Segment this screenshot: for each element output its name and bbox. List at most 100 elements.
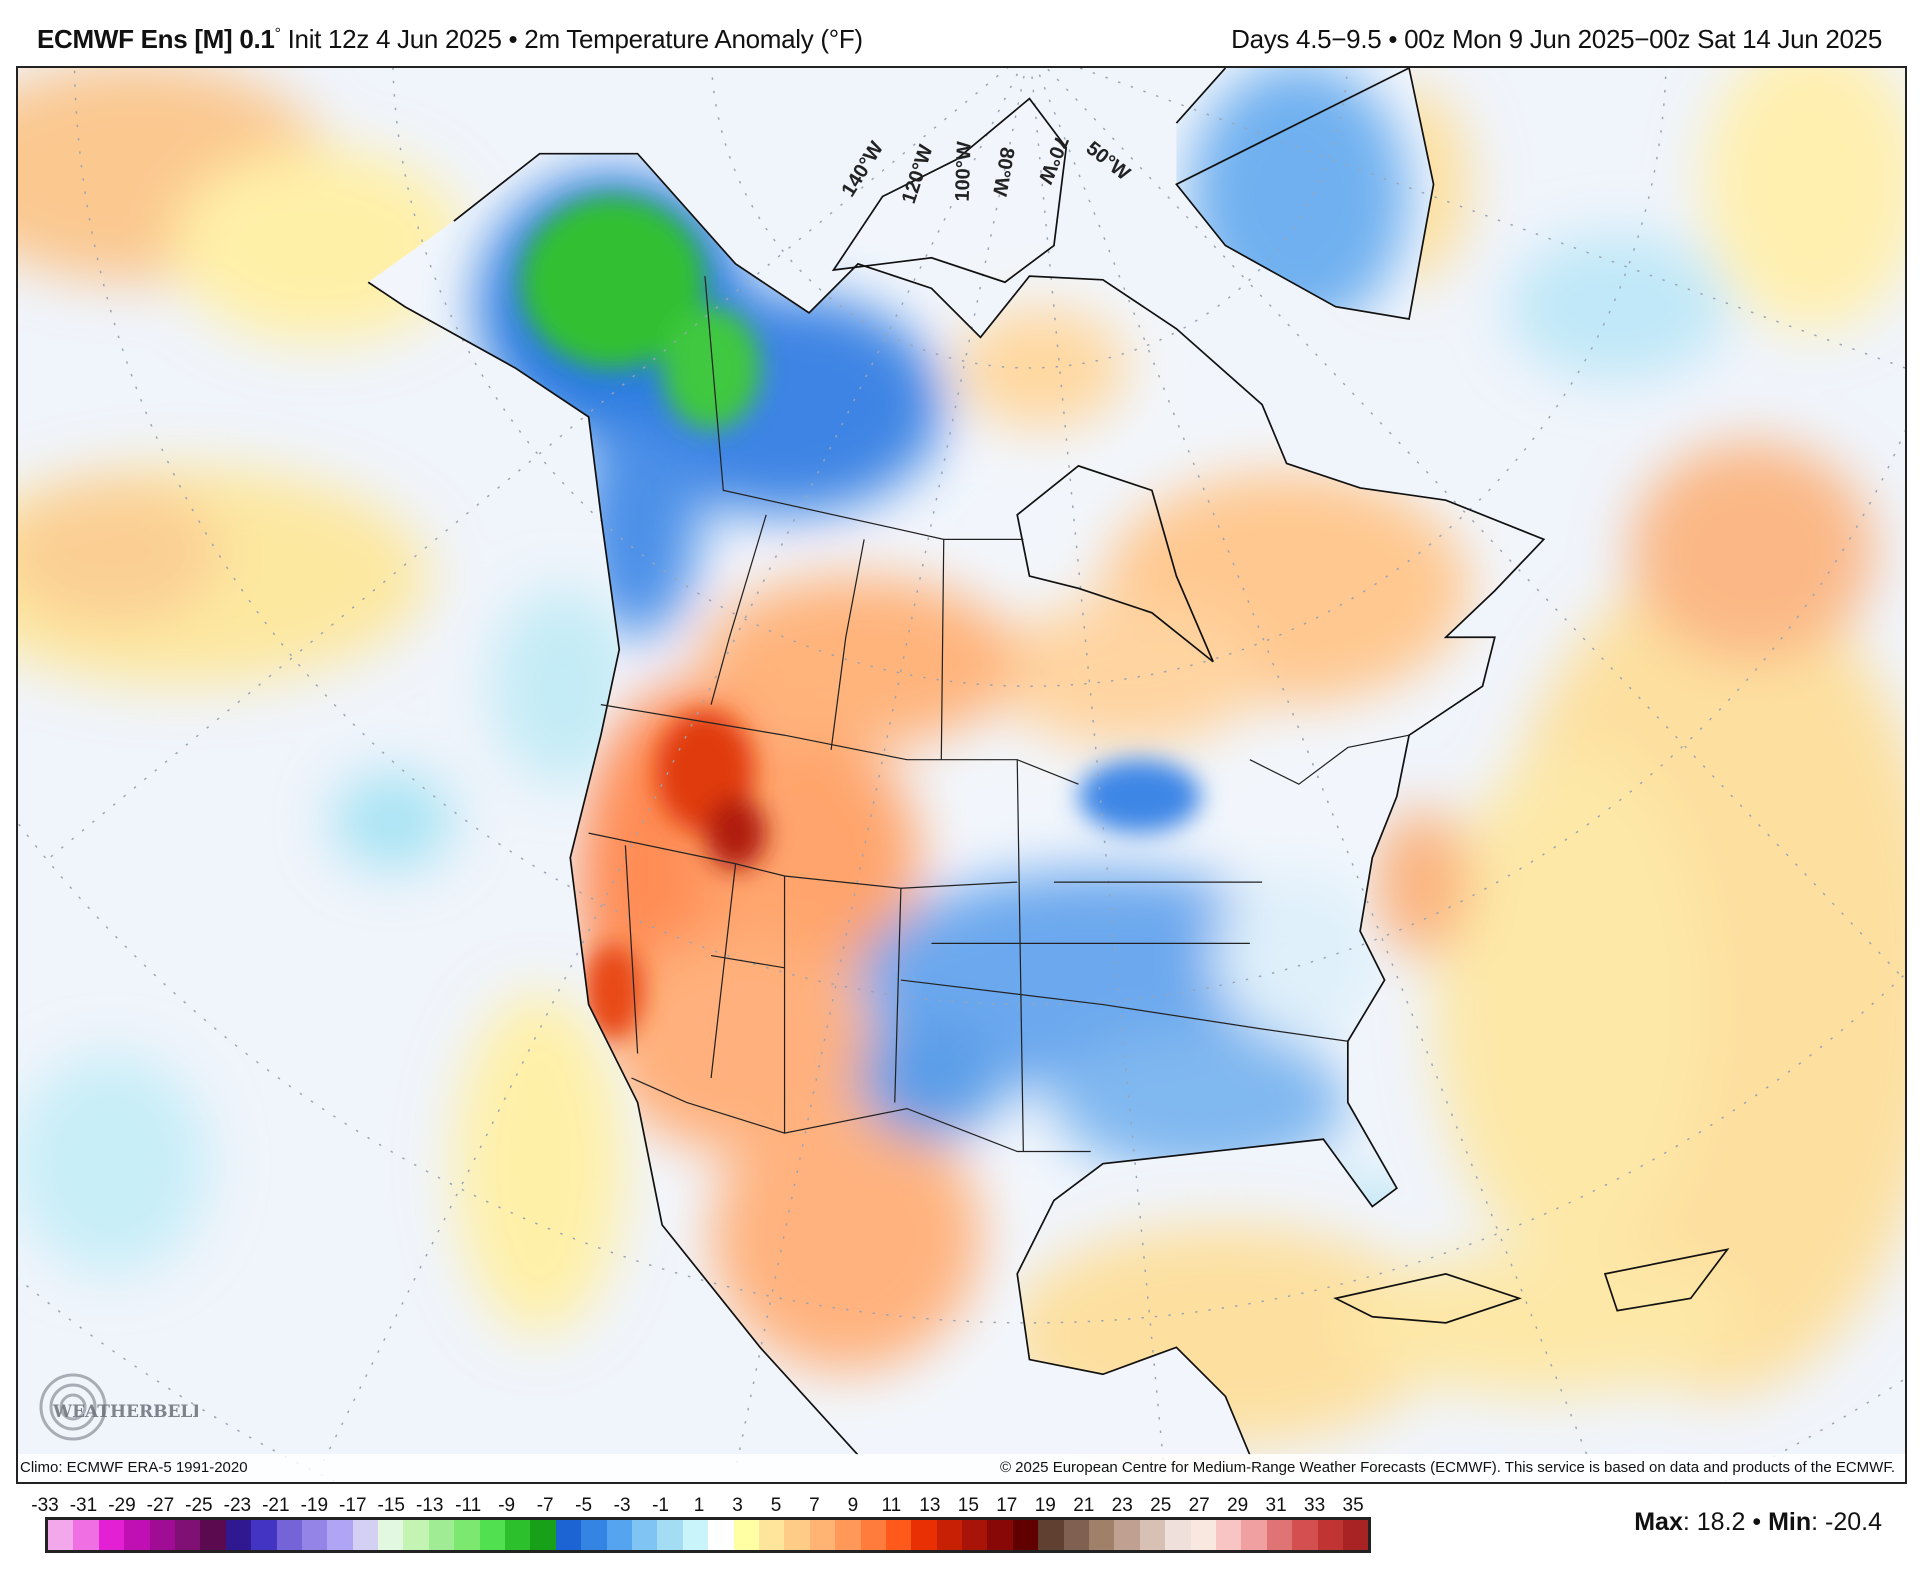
colorbar-tick-label: -7: [536, 1495, 554, 1516]
map-canvas: [18, 68, 1905, 1482]
colorbar-tick-label: -31: [69, 1495, 98, 1516]
colorbar-swatch: [1063, 1520, 1090, 1550]
colorbar-swatch: [936, 1520, 963, 1550]
colorbar-swatch: [48, 1520, 74, 1550]
swirl-icon: WEATHERBELL: [39, 1373, 198, 1441]
colorbar-swatch: [1215, 1520, 1242, 1550]
max-label: Max: [1634, 1508, 1683, 1536]
colorbar-swatch: [1241, 1520, 1267, 1550]
colorbar-tick-label: -1: [652, 1495, 670, 1516]
colorbar: [45, 1517, 1371, 1553]
colorbar-tick-label: 11: [881, 1495, 902, 1516]
colorbar-swatch: [1342, 1520, 1369, 1550]
colorbar-swatch: [1038, 1520, 1064, 1550]
colorbar-tick-label: -19: [300, 1495, 329, 1516]
min-label: Min: [1768, 1508, 1812, 1536]
valid-period: Days 4.5−9.5 • 00z Mon 9 Jun 2025−00z Sa…: [1231, 24, 1882, 54]
colorbar-swatch: [174, 1520, 201, 1550]
colorbar-tick-label: 25: [1150, 1495, 1172, 1516]
colorbar-swatch: [251, 1520, 277, 1550]
colorbar-tick-label: -5: [575, 1495, 593, 1516]
colorbar-swatch: [809, 1520, 836, 1550]
colorbar-tick-label: 31: [1265, 1495, 1287, 1516]
colorbar-swatch: [885, 1520, 912, 1550]
colorbar-swatch: [327, 1520, 353, 1550]
colorbar-tick-label: 33: [1304, 1495, 1326, 1516]
weatherbell-logo: WEATHERBELL: [28, 1362, 198, 1442]
colorbar-swatch: [225, 1520, 252, 1550]
colorbar-swatch: [911, 1520, 937, 1550]
climatology-note: Climo: ECMWF ERA-5 1991-2020: [20, 1459, 248, 1476]
min-value: : -20.4: [1811, 1508, 1882, 1536]
colorbar-tick-label: 17: [996, 1495, 1018, 1516]
colorbar-swatch: [1089, 1520, 1115, 1550]
colorbar-swatch: [98, 1520, 125, 1550]
colorbar-swatch: [708, 1520, 734, 1550]
colorbar-tick-label: 35: [1342, 1495, 1364, 1516]
political-borders: [588, 276, 1410, 1153]
colorbar-tick-label: -33: [31, 1495, 59, 1516]
colorbar-tick-label: -23: [223, 1495, 252, 1516]
colorbar-swatch: [1114, 1520, 1140, 1550]
colorbar-swatch: [962, 1520, 988, 1550]
colorbar-swatch: [479, 1520, 506, 1550]
colorbar-tick-label: 29: [1227, 1495, 1249, 1516]
colorbar-swatch: [1266, 1520, 1293, 1550]
init-and-variable: Init 12z 4 Jun 2025 • 2m Temperature Ano…: [280, 24, 863, 54]
degree-symbol: °: [274, 25, 281, 43]
colorbar-tick-label: 21: [1073, 1495, 1095, 1516]
colorbar-swatch: [403, 1520, 429, 1550]
map-footer: Climo: ECMWF ERA-5 1991-2020 © 2025 Euro…: [18, 1454, 1905, 1482]
colorbar-swatch: [555, 1520, 582, 1550]
colorbar-swatch: [428, 1520, 455, 1550]
colorbar-swatch: [682, 1520, 709, 1550]
colorbar-tick-label: -3: [613, 1495, 631, 1516]
model-name: ECMWF Ens [M] 0.1: [37, 24, 275, 54]
colorbar-swatch: [860, 1520, 886, 1550]
max-min-stats: Max: 18.2 • Min: -20.4: [1634, 1508, 1882, 1537]
colorbar-swatch: [987, 1520, 1013, 1550]
colorbar-swatch: [1139, 1520, 1166, 1550]
colorbar-swatch: [73, 1520, 99, 1550]
colorbar-tick-label: -15: [377, 1495, 405, 1516]
colorbar-swatch: [1317, 1520, 1343, 1550]
colorbar-swatch: [124, 1520, 150, 1550]
svg-text:WEATHERBELL: WEATHERBELL: [52, 1402, 198, 1422]
colorbar-swatch: [200, 1520, 226, 1550]
ocean-anomaly-field: [18, 68, 1905, 1446]
colorbar-swatch: [149, 1520, 175, 1550]
colorbar-swatch: [733, 1520, 759, 1550]
graticule: [18, 68, 1905, 1482]
colorbar-swatch: [505, 1520, 531, 1550]
longitude-label-100w: 100°W: [951, 140, 976, 202]
colorbar-tick-label: -27: [146, 1495, 175, 1516]
anomaly-map: 140°W 120°W 100°W 80°W 70°W 50°W WEATHER…: [16, 66, 1907, 1484]
colorbar-swatch: [1190, 1520, 1216, 1550]
colorbar-swatch: [352, 1520, 379, 1550]
colorbar-tick-label: -21: [262, 1495, 290, 1516]
copyright-note: © 2025 European Centre for Medium-Range …: [999, 1459, 1895, 1476]
colorbar-tick-label: 9: [847, 1495, 859, 1516]
coastlines: [367, 68, 1730, 1456]
colorbar-swatch: [1165, 1520, 1191, 1550]
colorbar-labels: -33 -31 -29 -27 -25 -23 -21 -19 -17 -15 -13 -11 -9 -7…: [30, 1495, 1380, 1519]
colorbar-swatch: [784, 1520, 810, 1550]
colorbar-swatch: [276, 1520, 302, 1550]
colorbar-tick-label: 5: [770, 1495, 782, 1516]
colorbar-swatch: [378, 1520, 404, 1550]
colorbar-swatch: [581, 1520, 607, 1550]
max-value: : 18.2 •: [1682, 1508, 1769, 1536]
colorbar-tick-label: 23: [1111, 1495, 1133, 1516]
colorbar-tick-label: -13: [415, 1495, 444, 1516]
colorbar-swatch: [758, 1520, 785, 1550]
colorbar-tick-label: 13: [919, 1495, 941, 1516]
colorbar-swatch: [1292, 1520, 1318, 1550]
colorbar-swatch: [606, 1520, 632, 1550]
colorbar-tick-label: -25: [185, 1495, 213, 1516]
colorbar-swatch: [835, 1520, 861, 1550]
colorbar-tick-label: 7: [809, 1495, 820, 1516]
colorbar-tick-label: -9: [498, 1495, 516, 1516]
colorbar-swatch: [530, 1520, 556, 1550]
colorbar-swatch: [454, 1520, 480, 1550]
colorbar-tick-label: -11: [455, 1495, 482, 1516]
